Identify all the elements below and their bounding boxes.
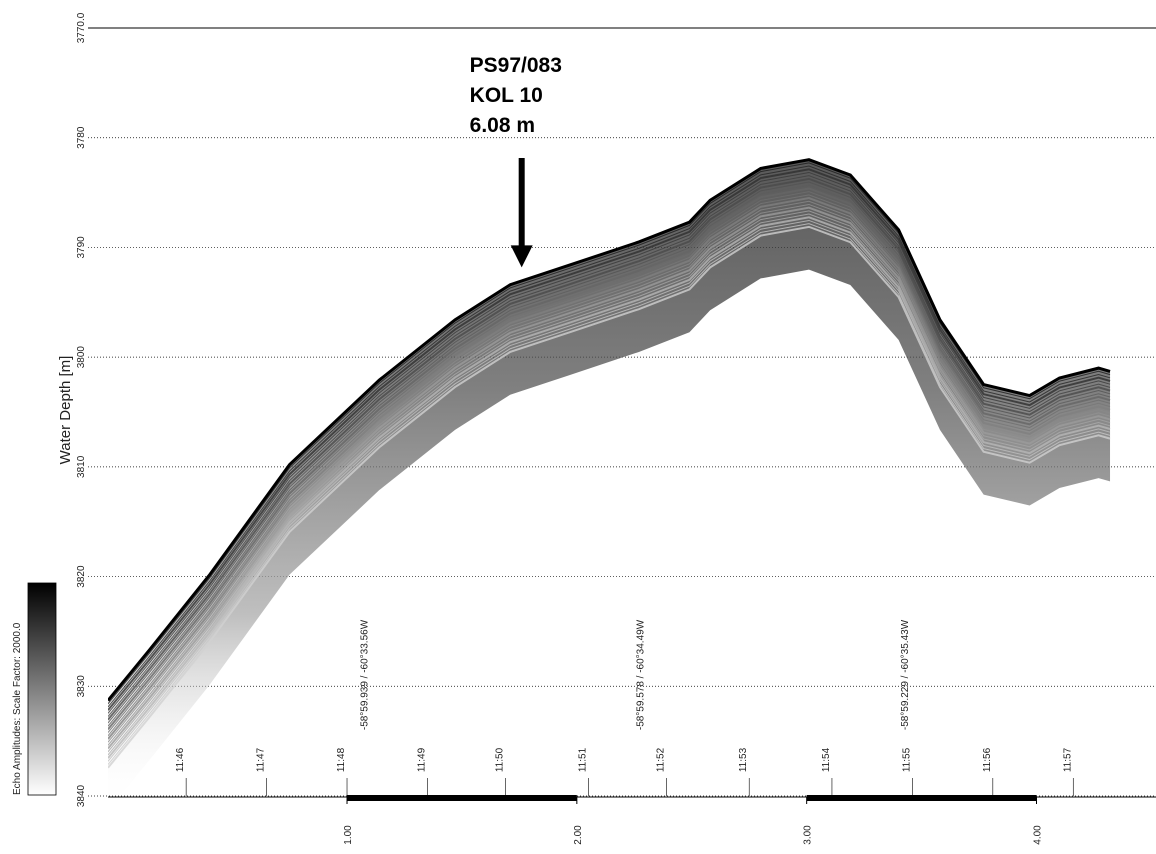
time-label: 11:57 [1062,747,1073,772]
echo-layer [108,175,1111,717]
y-tick-label: 3780 [76,126,87,149]
y-tick-label: 3770.0 [76,12,87,43]
echo-layer [108,203,1111,746]
echo-layer [108,219,1111,762]
colorbar [27,582,57,796]
echo-layer [108,197,1111,740]
annotation-text: 6.08 m [470,114,535,137]
position-label: -58°59.578 / -60°34.49W [635,619,646,730]
y-tick-label: 3800 [76,346,87,369]
y-tick-label: 3840 [76,784,87,807]
annotation-text: KOL 10 [470,84,543,107]
time-label: 11:47 [256,747,267,772]
seafloor-line [108,158,1111,702]
annotation-text: PS97/083 [470,54,562,77]
echo-body [108,158,1111,796]
echo-layer [108,210,1111,753]
scale-bar [347,795,577,801]
y-tick-label: 3790 [76,236,87,259]
echo-layer [108,194,1111,737]
colorbar-label: Echo Amplitudes: Scale Factor: 2000.0 [12,622,23,795]
x-tick-label: 2.00 [573,825,584,845]
echo-layer [108,184,1111,727]
echo-layer [108,216,1111,759]
echo-layer [108,162,1111,705]
time-label: 11:56 [982,747,993,772]
echo-layer [108,171,1111,714]
echo-layer [108,223,1111,765]
echo-layer [108,168,1111,711]
y-tick-label: 3820 [76,565,87,588]
time-label: 11:51 [577,747,588,772]
scale-bar [806,795,1037,801]
echo-layer [108,200,1111,743]
echo-layer [108,206,1111,750]
annotation-arrow-head [510,245,533,268]
time-label: 11:50 [495,747,506,772]
time-label: 11:48 [336,747,347,772]
time-label: 11:46 [175,747,186,772]
echo-layer [108,191,1111,733]
y-tick-label: 3830 [76,675,87,698]
x-tick-label: 3.00 [803,825,814,845]
echo-layer [108,165,1111,708]
y-axis-label: Water Depth [m] [57,356,74,465]
y-tick-label: 3810 [76,455,87,478]
position-label: -58°59.939 / -60°33.56W [360,619,371,730]
position-label: -58°59.229 / -60°35.43W [900,619,911,730]
echo-layer [108,213,1111,756]
time-label: 11:52 [655,747,666,772]
echo-layer [108,225,1111,769]
time-label: 11:55 [901,747,912,772]
time-label: 11:53 [738,747,749,772]
echo-layer [108,187,1111,730]
time-label: 11:54 [821,747,832,772]
x-tick-label: 4.00 [1032,825,1043,845]
echo-layer [108,181,1111,724]
time-label: 11:49 [416,747,427,772]
x-tick-label: 1.00 [343,825,354,845]
echo-layer [108,177,1111,721]
